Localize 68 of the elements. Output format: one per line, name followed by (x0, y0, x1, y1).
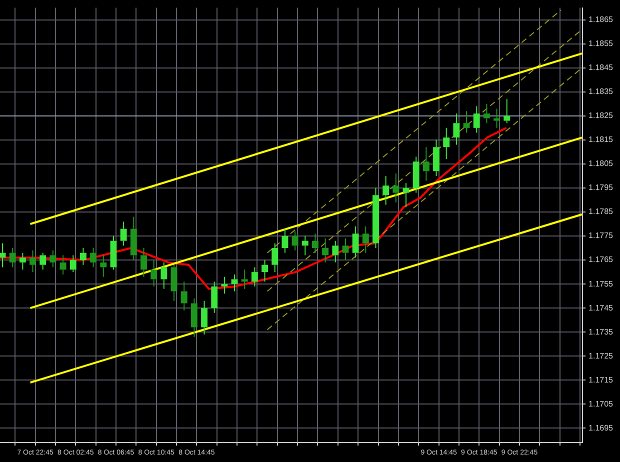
candlestick (150, 260, 158, 287)
candlestick (241, 269, 248, 290)
candlestick (90, 248, 97, 268)
candlestick (422, 146, 430, 182)
candlestick (130, 216, 137, 261)
candlestick (221, 276, 228, 294)
candlestick (19, 252, 26, 270)
candlestick (302, 236, 308, 256)
y-tick-label: 1.1715 (588, 375, 614, 384)
candlestick (433, 139, 440, 176)
candlestick (402, 182, 410, 208)
candlestick (160, 262, 168, 290)
candlestick (211, 281, 218, 314)
candlestick (443, 127, 450, 160)
candlestick (473, 106, 480, 134)
candlestick (412, 156, 420, 194)
y-tick-label: 1.1795 (588, 183, 614, 192)
candlestick (70, 254, 76, 273)
candlestick (322, 238, 329, 263)
candlestick (9, 248, 16, 268)
y-tick-label: 1.1775 (588, 231, 614, 240)
y-tick-label: 1.1755 (588, 279, 614, 288)
y-tick-label: 1.1845 (588, 63, 614, 72)
y-tick-label: 1.1825 (588, 111, 614, 120)
candlestick (30, 250, 36, 273)
candlestick (0, 242, 6, 268)
candlestick (332, 240, 339, 263)
candlestick (272, 242, 278, 273)
candlestick (180, 281, 188, 311)
candlestick (120, 221, 127, 246)
candlestick (140, 248, 147, 278)
candlestick (483, 103, 490, 124)
y-tick-label: 1.1835 (588, 87, 614, 96)
candlestick (362, 226, 369, 254)
candlestick (312, 233, 318, 254)
candlestick (80, 248, 86, 266)
y-tick-label: 1.1725 (588, 351, 614, 360)
candlestick (372, 187, 379, 249)
candlestick (60, 254, 66, 275)
y-tick-label: 1.1705 (588, 399, 614, 408)
y-tick-label: 1.1815 (588, 135, 614, 144)
candlestick (352, 226, 359, 258)
candlestick (231, 274, 238, 292)
candlestick (463, 110, 470, 134)
y-tick-label: 1.1765 (588, 255, 614, 264)
candlestick (100, 254, 107, 278)
candlestick (50, 250, 56, 268)
candlestick (110, 236, 117, 270)
candlestick (392, 173, 400, 203)
y-tick-label: 1.1695 (588, 423, 614, 432)
candlestick (262, 260, 268, 282)
candlestick (190, 298, 198, 338)
y-tick-label: 1.1745 (588, 303, 614, 312)
candlestick (292, 230, 298, 251)
y-tick-label: 1.1805 (588, 159, 614, 168)
y-tick-label: 1.1865 (588, 15, 614, 24)
candlestick (504, 98, 510, 124)
y-tick-label: 1.1785 (588, 207, 614, 216)
candlestick (40, 252, 46, 270)
candlestick (342, 238, 349, 261)
candlestick (282, 228, 288, 254)
candlestick (453, 112, 460, 146)
y-tick-label: 1.1855 (588, 39, 614, 48)
candlestick (201, 300, 208, 335)
candlestick (251, 266, 258, 287)
candlestick (170, 264, 178, 302)
candlestick (382, 175, 390, 206)
y-tick-label: 1.1735 (588, 327, 614, 336)
